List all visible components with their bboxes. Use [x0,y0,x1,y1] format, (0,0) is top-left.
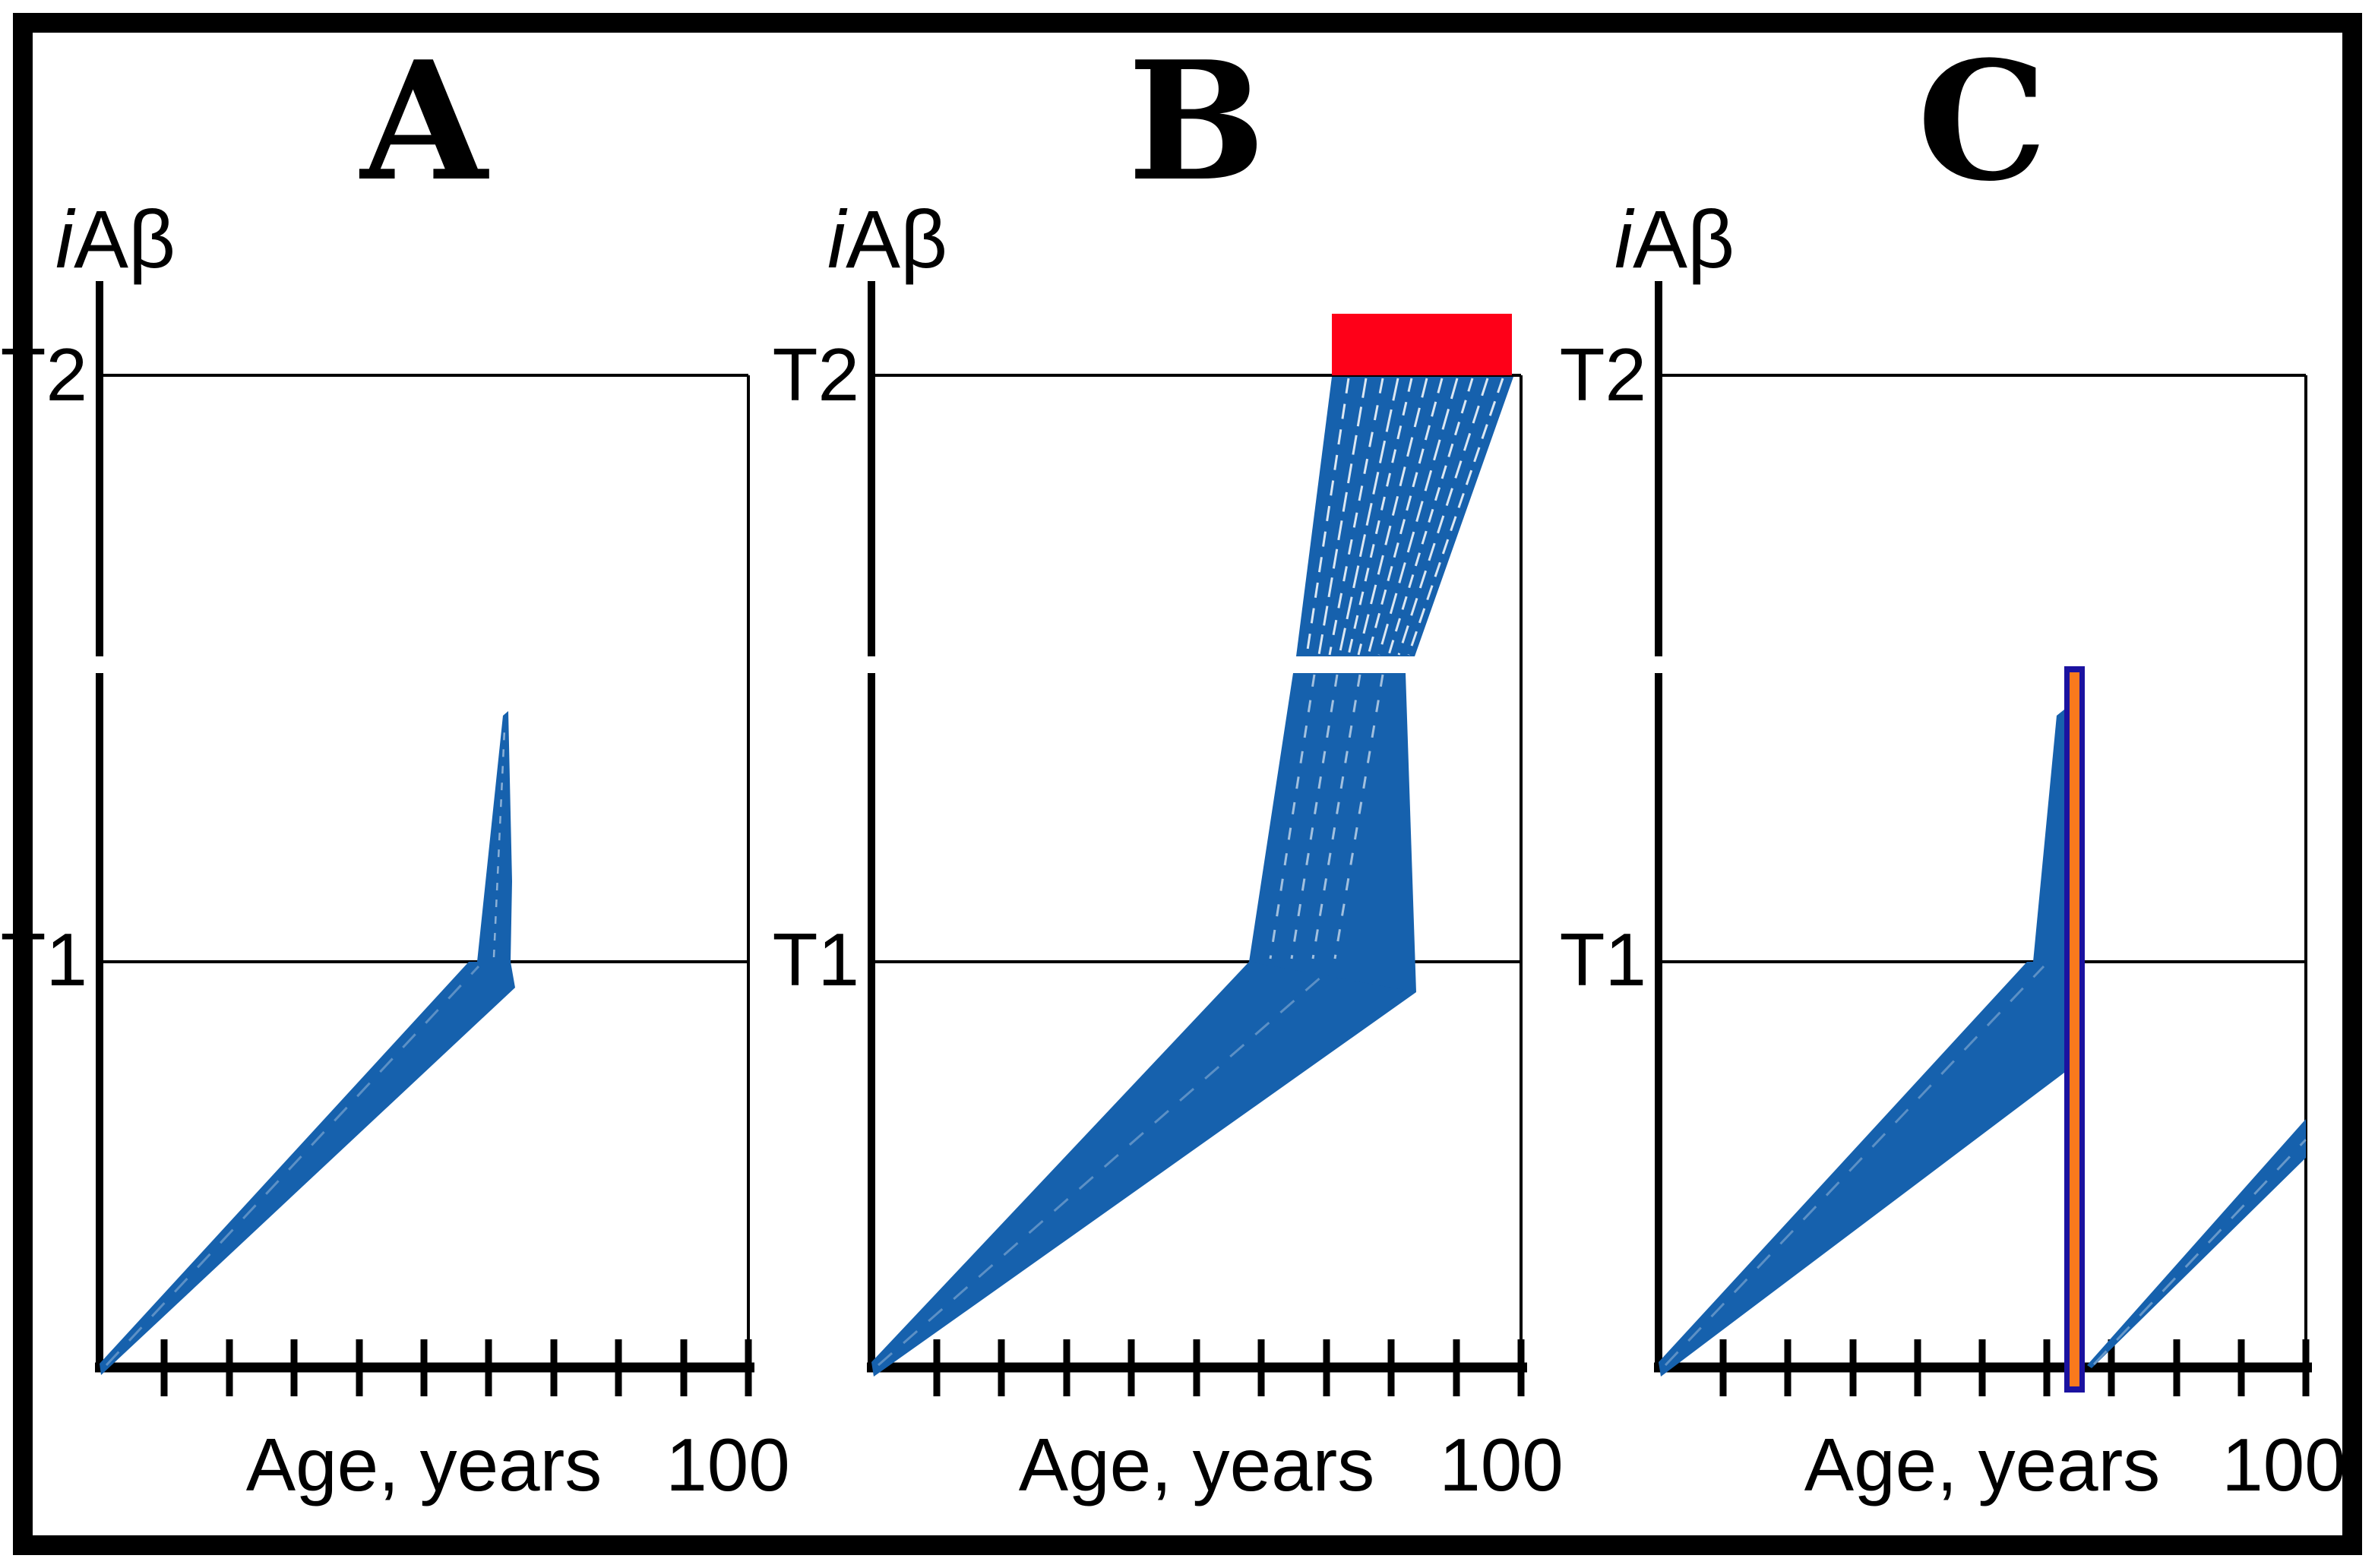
x-max-label: 100 [2222,1423,2346,1506]
t2-arrival-highlight-rect [1332,314,1512,375]
x-axis-ticks [933,1339,1525,1396]
x-axis-label: Age, years [1019,1423,1374,1506]
trajectory-spike-post-t1 [477,711,512,962]
trajectory-streak [105,965,480,1367]
y-axis-label: iAβ [1614,193,1735,285]
outer-border [13,13,2362,1555]
trajectory-streak [1664,965,2045,1367]
x-axis-label: Age, years [1804,1423,2160,1506]
trajectory-streaks-lower [1269,674,1384,959]
trajectory-streaks [1305,378,1504,656]
x-axis-label: Age, years [246,1423,602,1506]
t2-tick-label: T2 [773,333,859,416]
panel-a: A iAβ T2 T1 Age, years 100 [1,25,790,1506]
t1-tick-label: T1 [1560,918,1646,1001]
trajectory-spike-post-t1 [2033,710,2064,962]
t2-tick-label: T2 [1560,333,1646,416]
t1-tick-label: T1 [773,918,859,1001]
trajectory-streak [2092,1138,2307,1366]
x-axis-ticks [160,1339,752,1396]
panel-c: C iAβ T2 T1 Age, years 100 [1560,25,2346,1506]
trajectory-fan-pre-t1 [100,962,515,1375]
trajectory-fan-pre-t1 [871,962,1416,1377]
x-axis-ticks [1719,1339,2310,1396]
intervention-bar [2070,672,2079,1386]
t2-tick-label: T2 [1,333,87,416]
trajectory-fan-pre-t1 [1659,962,2064,1377]
panel-title: A [359,25,490,217]
x-max-label: 100 [1439,1423,1564,1506]
panel-title: B [1127,25,1266,217]
panel-title: C [1917,25,2047,217]
trajectory-streak [492,729,506,958]
trajectory-fan-reaccumulation [2087,1119,2306,1368]
y-axis-label: iAβ [55,193,176,285]
trajectory-fan-break-to-t2 [1296,377,1513,656]
y-axis-label: iAβ [827,193,947,285]
panel-b: B iAβ T2 T1 Age, years 100 [773,25,1564,1506]
x-max-label: 100 [666,1423,790,1506]
t1-tick-label: T1 [1,918,87,1001]
